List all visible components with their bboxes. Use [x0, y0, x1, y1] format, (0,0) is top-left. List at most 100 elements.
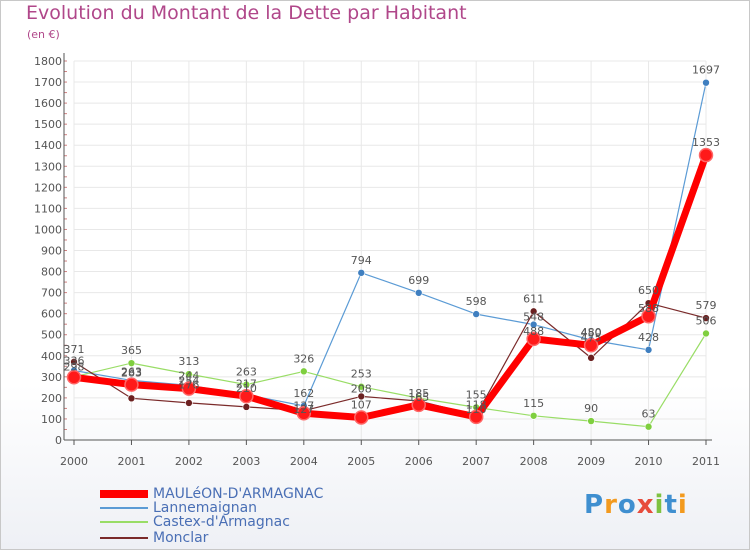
data-point — [529, 411, 538, 420]
y-tick-label: 1000 — [34, 223, 62, 236]
x-tick-label: 2011 — [692, 455, 720, 468]
data-point — [357, 269, 366, 277]
data-point — [124, 377, 139, 392]
legend-label: Monclar — [153, 530, 209, 546]
data-point — [587, 354, 595, 362]
logo-letter: P — [584, 490, 605, 520]
data-label: 254 — [178, 375, 199, 388]
data-point — [702, 329, 710, 338]
series-line — [73, 332, 707, 428]
data-label: 127 — [293, 403, 314, 416]
data-label: 598 — [466, 295, 487, 308]
legend-swatch — [100, 507, 148, 509]
data-point — [242, 403, 251, 411]
data-label: 137 — [293, 399, 314, 412]
legend-item-mauleon: MAULéON-D'ARMAGNAC — [100, 486, 323, 502]
data-label: 253 — [351, 368, 372, 381]
data-label: 155 — [466, 388, 487, 401]
data-point — [296, 406, 312, 421]
y-tick-label: 1200 — [34, 181, 62, 194]
data-point — [644, 422, 653, 431]
data-label: 110 — [466, 403, 487, 416]
logo-letter: o — [617, 490, 637, 520]
data-point — [66, 370, 82, 385]
y-tick-label: 1400 — [34, 139, 62, 152]
data-point — [468, 409, 484, 425]
data-label: 506 — [696, 314, 717, 327]
data-label: 579 — [696, 299, 717, 312]
data-label: 115 — [523, 397, 544, 410]
data-label: 244 — [178, 370, 199, 383]
legend-label: Castex-d'Armagnac — [153, 514, 290, 530]
x-tick-label: 2009 — [577, 455, 605, 468]
data-point — [354, 410, 369, 425]
y-tick-label: 900 — [41, 245, 62, 258]
logo-letter: r — [604, 490, 618, 520]
data-label: 480 — [581, 326, 602, 339]
data-label: 1697 — [692, 64, 720, 77]
legend-item-castex: Castex-d'Armagnac — [100, 514, 290, 530]
data-point — [644, 346, 653, 354]
series-line — [73, 82, 707, 407]
y-tick-label: 1600 — [34, 97, 62, 110]
logo-letter: t — [664, 490, 678, 520]
y-tick-label: 700 — [41, 287, 62, 300]
data-point — [239, 388, 254, 404]
data-point — [702, 314, 710, 322]
y-tick-label: 500 — [41, 329, 62, 342]
y-tick-label: 1800 — [34, 55, 62, 68]
data-label: 263 — [236, 366, 257, 379]
data-label: 488 — [523, 325, 544, 338]
y-tick-label: 100 — [41, 413, 62, 426]
data-label: 118 — [466, 399, 487, 412]
data-labels: 162 794 699 598 428 1697 365 313 263 326 253 155 115… — [64, 64, 721, 421]
data-label: 210 — [236, 382, 257, 395]
x-tick-label: 2001 — [117, 455, 145, 468]
legend-label: Lannemaignan — [153, 500, 258, 516]
x-tick-label: 2004 — [290, 455, 318, 468]
data-point — [242, 380, 251, 389]
data-point — [414, 289, 423, 297]
data-point — [127, 394, 136, 403]
data-label: 450 — [581, 326, 602, 339]
data-point — [529, 307, 538, 316]
grid-lines — [73, 60, 707, 441]
chart-subtitle: (en €) — [27, 28, 60, 41]
legend-swatch — [100, 490, 148, 498]
x-tick-label: 2008 — [520, 455, 548, 468]
logo-letter: i — [654, 490, 665, 520]
data-point — [357, 382, 366, 391]
data-label: 650 — [638, 284, 659, 297]
data-point — [526, 331, 541, 347]
data-label: 283 — [121, 366, 142, 379]
data-label: 176 — [178, 379, 199, 392]
y-tick-label: 400 — [41, 350, 62, 363]
proxiti-logo: Proxiti — [584, 490, 688, 520]
data-label: 699 — [408, 274, 429, 287]
data-point — [127, 359, 136, 367]
data-label: 371 — [64, 343, 85, 356]
legend-label: MAULéON-D'ARMAGNAC — [153, 486, 324, 502]
x-tick-label: 2003 — [232, 455, 260, 468]
legend-item-monclar: Monclar — [100, 530, 208, 546]
data-label: 313 — [178, 355, 199, 368]
data-point — [411, 397, 426, 413]
x-tick-label: 2010 — [635, 455, 663, 468]
series-line — [70, 151, 710, 421]
legend-item-lannemaignan: Lannemaignan — [100, 500, 257, 516]
legend-swatch — [100, 537, 148, 539]
legend-swatch — [100, 521, 148, 523]
data-label: 217 — [236, 378, 257, 391]
data-label: 475 — [581, 331, 602, 344]
y-tick-label: 1100 — [34, 202, 62, 215]
data-label: 428 — [638, 331, 659, 344]
data-point — [70, 358, 78, 366]
x-tick-label: 2005 — [347, 455, 375, 468]
y-tick-label: 600 — [41, 308, 62, 321]
x-tick-label: 2007 — [462, 455, 490, 468]
series-lines — [66, 78, 714, 431]
data-label: 548 — [523, 311, 544, 324]
data-label: 263 — [121, 366, 142, 379]
